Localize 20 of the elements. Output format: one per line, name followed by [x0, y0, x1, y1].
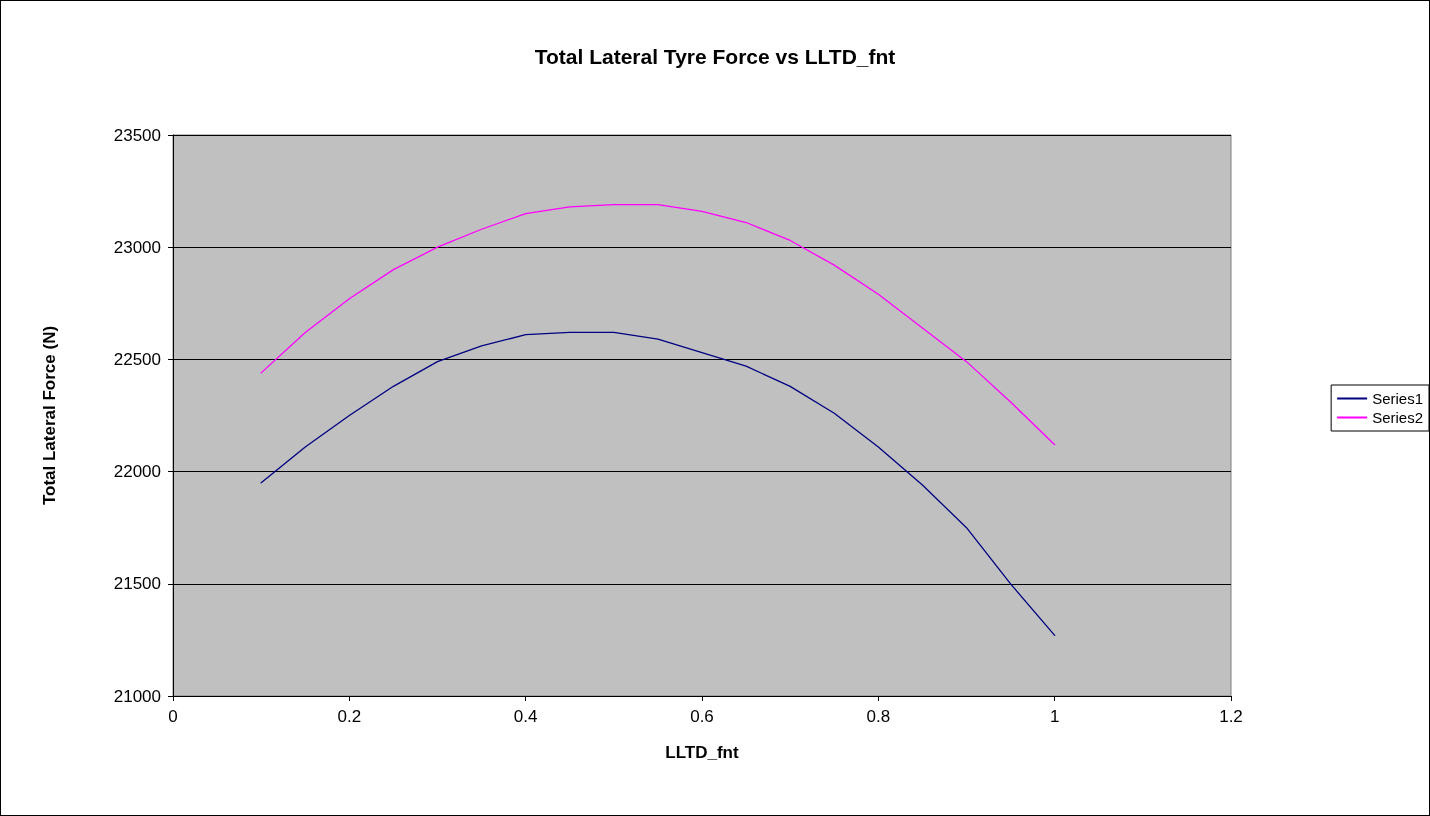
x-tick-label: 0.4 — [513, 707, 538, 726]
legend-label: Series1 — [1372, 390, 1423, 407]
line-series — [260, 331, 1056, 637]
x-tick-label: 0 — [168, 707, 178, 726]
x-tick-label: 1 — [1049, 707, 1060, 726]
x-axis-title: LLTD_fnt — [665, 743, 739, 762]
y-tick-label: 23000 — [113, 237, 161, 257]
y-tick-label: 22500 — [113, 349, 161, 369]
y-tick-label: 21500 — [113, 574, 161, 594]
y-tick-label: 21000 — [113, 686, 161, 706]
x-tick-label: 0.6 — [690, 707, 714, 726]
line-series — [260, 203, 1056, 446]
x-tick-label: 1.2 — [1219, 707, 1243, 726]
x-tick-label: 0.8 — [866, 707, 891, 726]
y-axis-title: Total Lateral Force (N) — [40, 325, 59, 506]
y-tick-label: 22000 — [113, 462, 161, 482]
x-tick-label: 0.2 — [337, 707, 362, 726]
legend-label: Series2 — [1372, 409, 1423, 426]
chart-title: Total Lateral Tyre Force vs LLTD_fnt — [534, 45, 896, 68]
y-tick-label: 23500 — [113, 125, 161, 145]
